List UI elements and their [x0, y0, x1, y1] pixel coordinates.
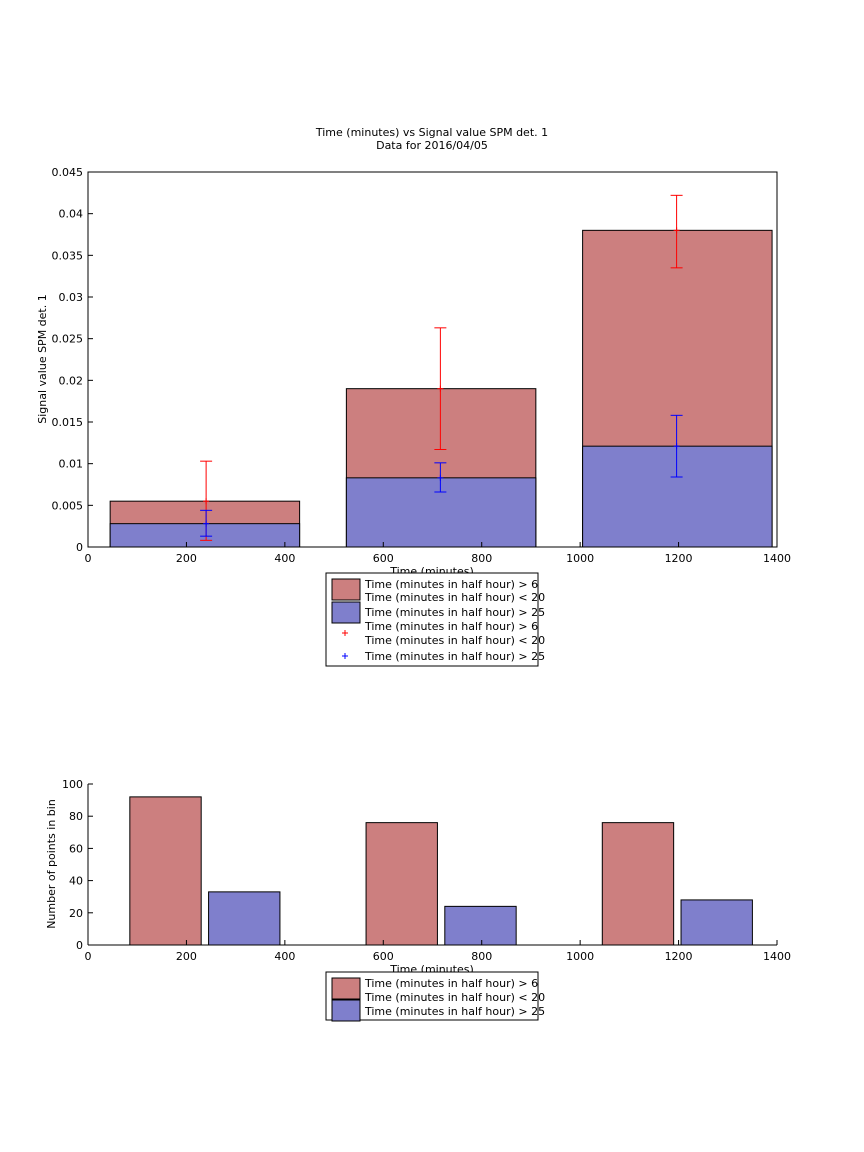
y-tick-label: 0.035 — [52, 249, 84, 262]
bar-blue — [208, 891, 281, 946]
error-bar-blue — [200, 509, 213, 537]
bars — [129, 796, 753, 946]
legend-box — [325, 971, 539, 1021]
legend: Time (minutes in half hour) > 6 Time (mi… — [325, 971, 545, 1022]
legend-marker-red — [342, 630, 348, 636]
y-tick-label: 0.045 — [52, 166, 84, 179]
error-bar-blue — [434, 462, 447, 493]
y-tick-label: 100 — [62, 778, 83, 791]
y-tick-label: 0 — [76, 541, 83, 554]
count-chart: 0 200 400 600 800 1000 1200 1400 0 20 40 60 80 100 Ti… — [45, 778, 791, 1022]
bar-blue — [582, 445, 773, 548]
legend-label: Time (minutes in half hour) > 6 — [364, 977, 538, 990]
legend-label: Time (minutes in half hour) > 25 — [364, 1005, 545, 1018]
bar-red — [129, 796, 202, 946]
legend-swatch-red — [331, 578, 361, 601]
chart-title: Time (minutes) vs Signal value SPM det. … — [315, 126, 548, 139]
y-tick-label: 0 — [76, 939, 83, 952]
x-tick-label: 1200 — [665, 950, 693, 963]
y-axis-label: Signal value SPM det. 1 — [36, 294, 49, 424]
legend-swatch-red — [331, 977, 361, 1000]
y-tick-label: 0.04 — [59, 208, 84, 221]
error-bar-red — [670, 194, 683, 269]
y-tick-label: 0.02 — [59, 374, 84, 387]
bar-blue — [109, 523, 301, 548]
legend-label: Time (minutes in half hour) > 25 — [364, 650, 545, 663]
bar-red — [601, 822, 675, 946]
x-tick-label: 800 — [471, 552, 492, 565]
x-tick-label: 400 — [274, 950, 295, 963]
legend-label: Time (minutes in half hour) < 20 — [364, 634, 545, 647]
legend-label: Time (minutes in half hour) < 20 — [364, 991, 545, 1004]
x-tick-label: 600 — [373, 552, 394, 565]
axes: 0 200 400 600 800 1000 1200 1400 0 0.005 0.01 0.015… — [52, 166, 792, 565]
x-tick-label: 1200 — [665, 552, 693, 565]
y-axis-label: Number of points in bin — [45, 799, 58, 929]
x-tick-label: 0 — [85, 950, 92, 963]
legend-swatch-blue — [331, 999, 361, 1022]
error-bars — [200, 194, 683, 541]
x-tick-label: 200 — [176, 950, 197, 963]
legend-label: Time (minutes in half hour) < 20 — [364, 591, 545, 604]
legend-label: Time (minutes in half hour) > 25 — [364, 606, 545, 619]
y-tick-label: 0.03 — [59, 291, 84, 304]
bar-blue — [345, 477, 537, 548]
y-tick-label: 0.005 — [52, 499, 84, 512]
y-tick-label: 0.025 — [52, 333, 84, 346]
signal-chart: Time (minutes) vs Signal value SPM det. … — [36, 126, 792, 667]
legend-swatch-blue — [331, 601, 361, 624]
x-tick-label: 1000 — [566, 950, 594, 963]
x-tick-label: 1000 — [566, 552, 594, 565]
x-tick-label: 0 — [85, 552, 92, 565]
legend-label: Time (minutes in half hour) > 6 — [364, 620, 538, 633]
legend-box — [325, 572, 539, 667]
legend-label: Time (minutes in half hour) > 6 — [364, 578, 538, 591]
legend-marker-blue — [342, 653, 348, 659]
bar-blue — [444, 905, 517, 946]
x-tick-label: 800 — [471, 950, 492, 963]
legend: Time (minutes in half hour) > 6 Time (mi… — [325, 572, 545, 667]
y-tick-label: 60 — [69, 842, 83, 855]
y-tick-label: 0.015 — [52, 416, 84, 429]
bar-red — [365, 822, 438, 946]
x-tick-label: 1400 — [763, 552, 791, 565]
y-tick-label: 80 — [69, 810, 83, 823]
chart-subtitle: Data for 2016/04/05 — [376, 139, 488, 152]
y-tick-label: 40 — [69, 875, 83, 888]
y-tick-label: 0.01 — [59, 458, 84, 471]
error-bar-blue — [670, 414, 683, 478]
y-tick-label: 20 — [69, 907, 83, 920]
x-tick-label: 600 — [373, 950, 394, 963]
bar-blue — [680, 899, 753, 946]
error-bar-red — [434, 327, 447, 450]
x-tick-label: 400 — [274, 552, 295, 565]
axes: 0 200 400 600 800 1000 1200 1400 0 20 40 60 80 100 — [62, 778, 791, 963]
x-tick-label: 200 — [176, 552, 197, 565]
x-tick-label: 1400 — [763, 950, 791, 963]
